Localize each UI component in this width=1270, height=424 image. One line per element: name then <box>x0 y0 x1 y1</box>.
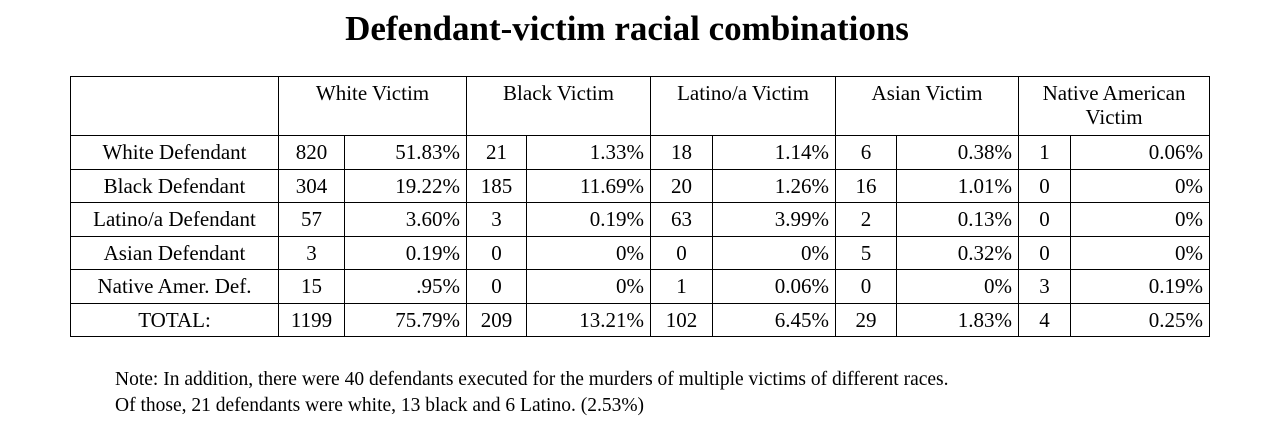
count-cell: 185 <box>466 168 527 203</box>
percent-cell: 6.45% <box>712 302 837 337</box>
percent-cell: 0% <box>1070 168 1211 203</box>
percent-cell: 0.19% <box>344 235 467 270</box>
percent-cell: 0.06% <box>1070 135 1211 170</box>
percent-cell: 0% <box>1070 202 1211 237</box>
count-cell: 3 <box>278 235 345 270</box>
percent-cell: 13.21% <box>525 302 652 337</box>
percent-cell: 1.33% <box>525 135 652 170</box>
count-cell: 1 <box>650 269 714 304</box>
percent-cell: 0.13% <box>896 202 1020 237</box>
count-cell: 0 <box>650 235 714 270</box>
column-header: Black Victim <box>465 76 652 136</box>
count-cell: 0 <box>466 269 527 304</box>
row-label: Asian Defendant <box>70 235 279 270</box>
percent-cell: 0.38% <box>896 135 1020 170</box>
document-title: Defendant-victim racial combinations <box>345 9 909 48</box>
count-cell: 15 <box>278 269 345 304</box>
table-row: Latino/a Defendant 57 3.60% 3 0.19% 63 3.99% 2 0… <box>70 202 1211 237</box>
count-cell: 0 <box>1018 235 1072 270</box>
footnote-line: Note: In addition, there were 40 defenda… <box>115 369 949 390</box>
percent-cell: 0.19% <box>525 202 652 237</box>
percent-cell: .95% <box>344 269 467 304</box>
count-cell: 0 <box>835 269 898 304</box>
count-cell: 102 <box>650 302 714 337</box>
column-header: Native American Victim <box>1018 76 1211 136</box>
percent-cell: 3.99% <box>712 202 837 237</box>
table-row: Black Defendant 304 19.22% 185 11.69% 20 1.26%… <box>70 168 1211 203</box>
count-cell: 0 <box>1018 168 1072 203</box>
percent-cell: 1.26% <box>712 168 837 203</box>
count-cell: 1199 <box>278 302 345 337</box>
percent-cell: 0% <box>525 235 652 270</box>
row-label: Black Defendant <box>70 168 279 203</box>
percent-cell: 0% <box>712 235 837 270</box>
percent-cell: 0.19% <box>1070 269 1211 304</box>
table-row: Asian Defendant 3 0.19% 0 0% 0 0% 5 0.32% 0 0% <box>70 235 1211 270</box>
count-cell: 21 <box>466 135 527 170</box>
count-cell: 2 <box>835 202 898 237</box>
percent-cell: 51.83% <box>344 135 467 170</box>
count-cell: 1 <box>1018 135 1072 170</box>
column-header: White Victim <box>278 76 467 136</box>
count-cell: 0 <box>466 235 527 270</box>
percent-cell: 1.14% <box>712 135 837 170</box>
footnote: Note: In addition, there were 40 defenda… <box>115 367 949 419</box>
percent-cell: 11.69% <box>525 168 652 203</box>
footnote-line: Of those, 21 defendants were white, 13 b… <box>115 395 645 416</box>
percent-cell: 75.79% <box>344 302 467 337</box>
row-label: TOTAL: <box>70 302 279 337</box>
percent-cell: 1.83% <box>896 302 1020 337</box>
table-row: Native Amer. Def. 15.95% 0 0% 1 0.06% 0 0% 3 0.19… <box>70 269 1211 304</box>
table-header-row: White Victim Black Victim Latino/a Victi… <box>70 76 1211 136</box>
count-cell: 29 <box>835 302 898 337</box>
count-cell: 5 <box>835 235 898 270</box>
count-cell: 820 <box>278 135 345 170</box>
count-cell: 3 <box>466 202 527 237</box>
count-cell: 16 <box>835 168 898 203</box>
count-cell: 209 <box>466 302 527 337</box>
count-cell: 0 <box>1018 202 1072 237</box>
count-cell: 18 <box>650 135 714 170</box>
count-cell: 57 <box>278 202 345 237</box>
count-cell: 20 <box>650 168 714 203</box>
row-label: Latino/a Defendant <box>70 202 279 237</box>
racial-combinations-table: White Victim Black Victim Latino/a Victi… <box>70 76 1211 337</box>
count-cell: 6 <box>835 135 898 170</box>
percent-cell: 0% <box>896 269 1020 304</box>
count-cell: 304 <box>278 168 345 203</box>
percent-cell: 0% <box>1070 235 1211 270</box>
percent-cell: 19.22% <box>344 168 467 203</box>
percent-cell: 0% <box>525 269 652 304</box>
row-label: White Defendant <box>70 135 279 170</box>
header-corner-cell <box>70 76 279 136</box>
row-label: Native Amer. Def. <box>70 269 279 304</box>
percent-cell: 3.60% <box>344 202 467 237</box>
count-cell: 3 <box>1018 269 1072 304</box>
column-header: Asian Victim <box>835 76 1020 136</box>
table-row: White Defendant 820 51.83% 21 1.33% 18 1.14% 6 0… <box>70 135 1211 170</box>
count-cell: 4 <box>1018 302 1072 337</box>
percent-cell: 0.06% <box>712 269 837 304</box>
percent-cell: 0.25% <box>1070 302 1211 337</box>
column-header: Latino/a Victim <box>650 76 837 136</box>
table-row: TOTAL: 1199 75.79% 209 13.21% 102 6.45% 29 1.83%… <box>70 302 1211 337</box>
count-cell: 63 <box>650 202 714 237</box>
percent-cell: 1.01% <box>896 168 1020 203</box>
percent-cell: 0.32% <box>896 235 1020 270</box>
